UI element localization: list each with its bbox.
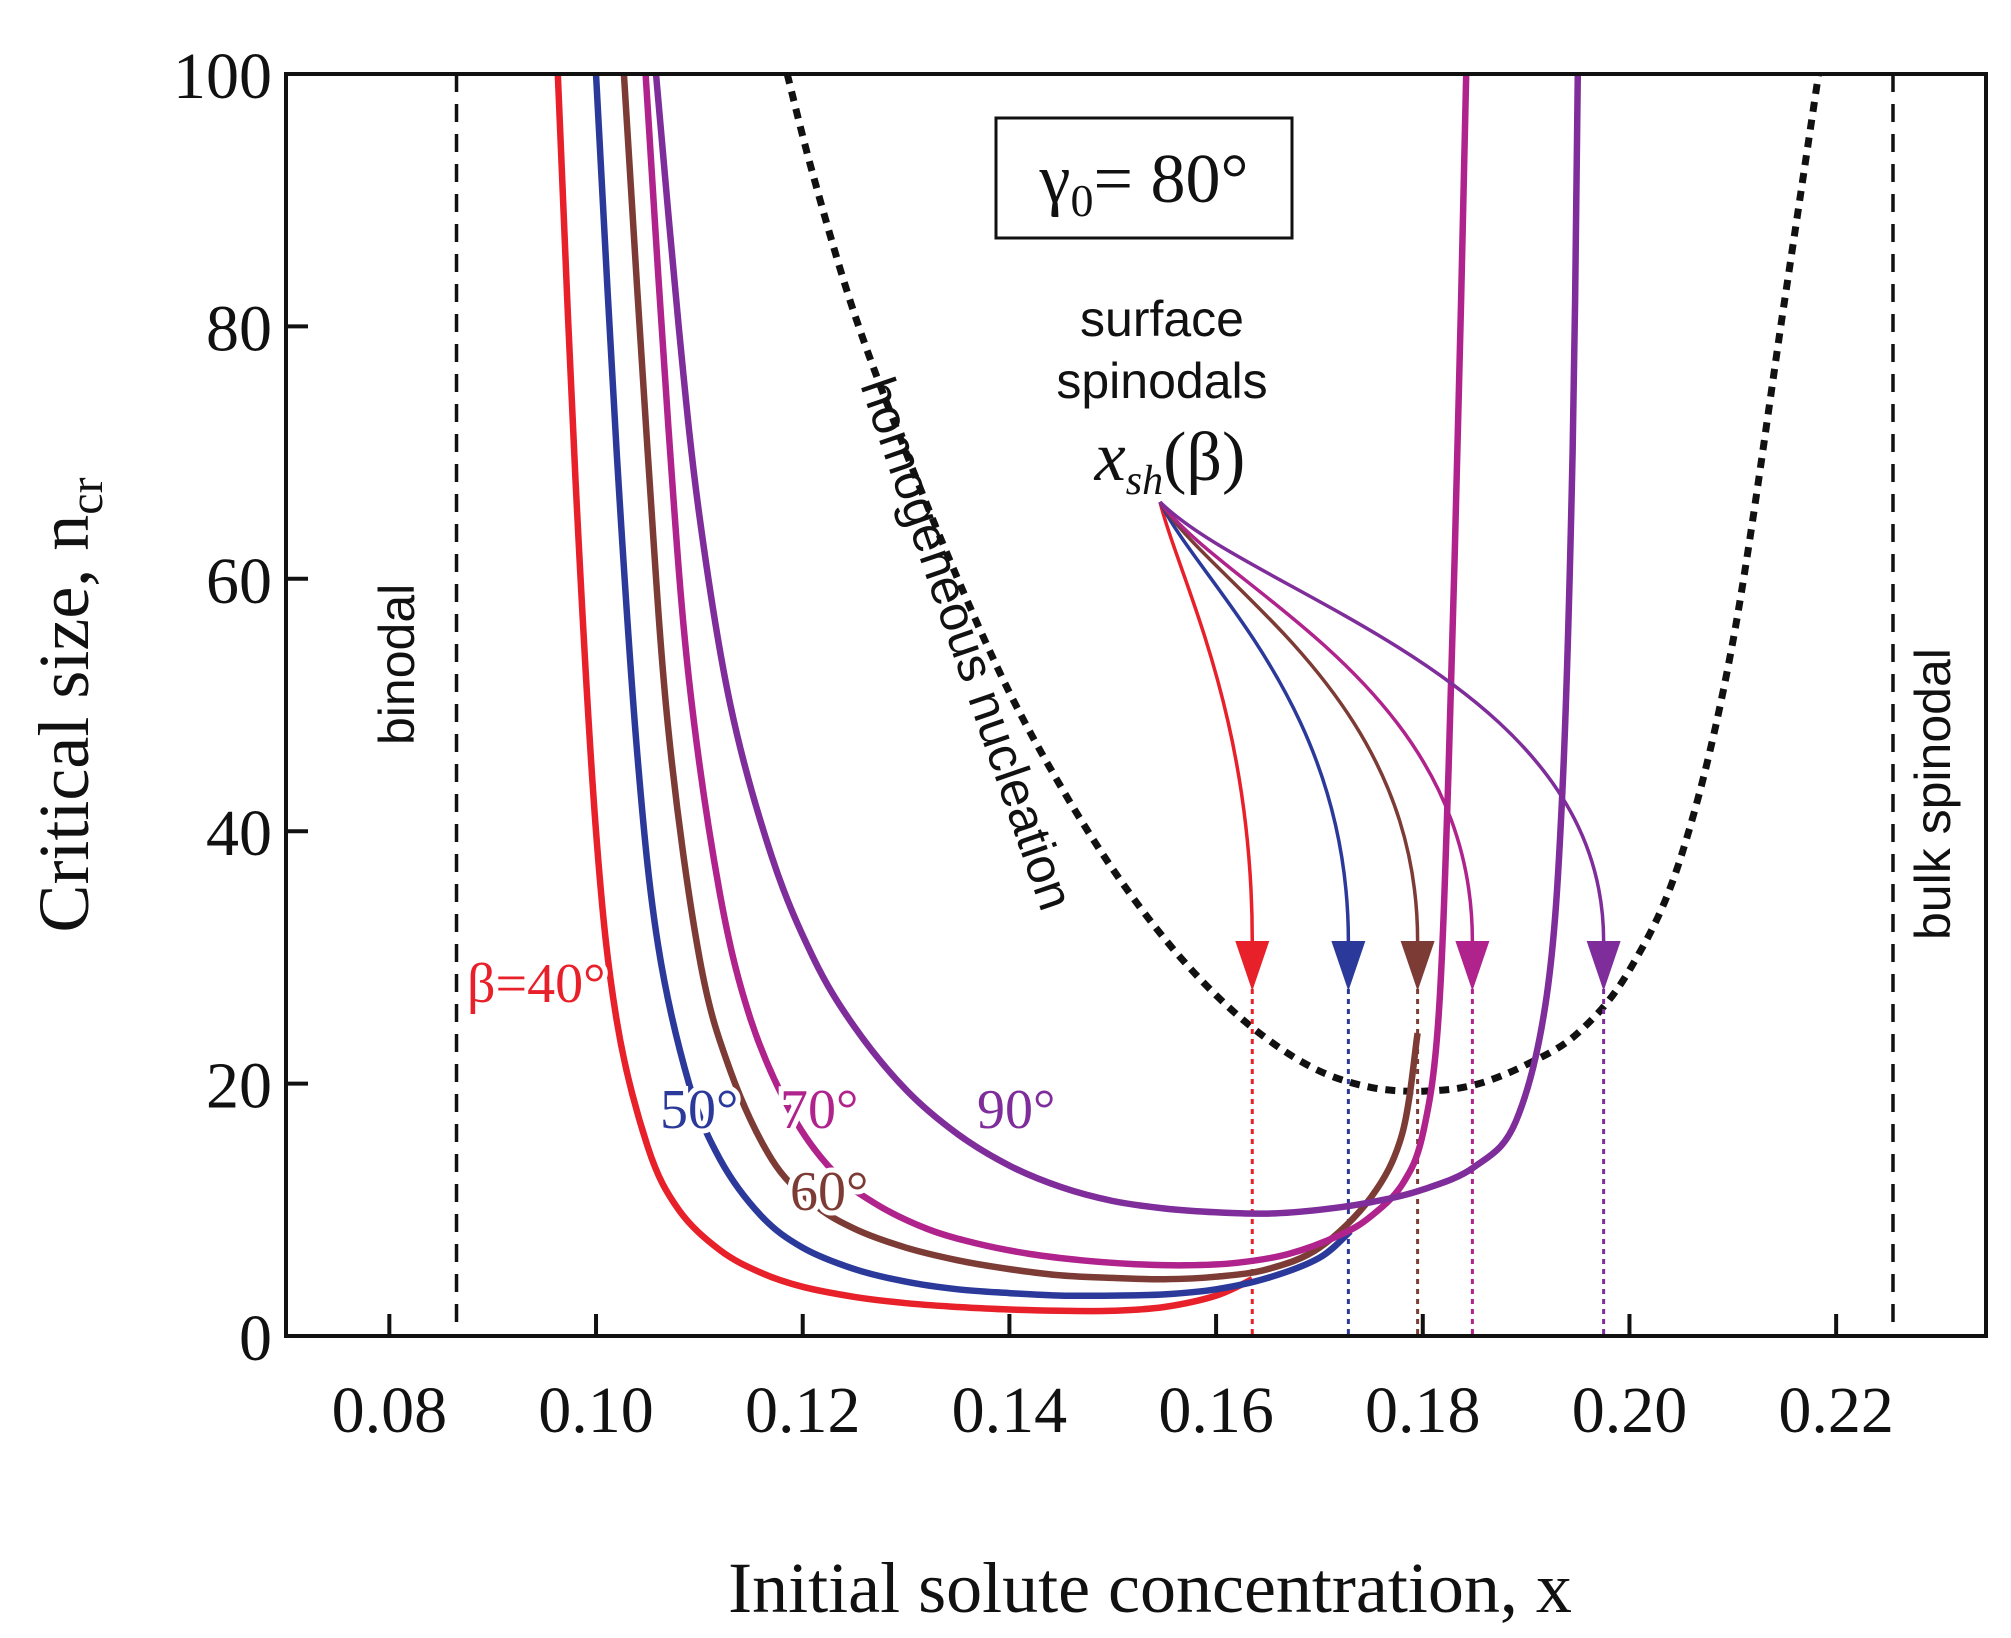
gamma-value: = 80° (1093, 141, 1248, 218)
series-curve-5 (652, 74, 1582, 1217)
series-label-5: 90° (977, 1079, 1055, 1141)
spinodal-arrowhead (1235, 940, 1270, 991)
gamma-subscript: 0 (1070, 175, 1093, 226)
y-axis-title-main: Critical size, n (24, 515, 104, 933)
y-tick-label: 60 (206, 545, 272, 618)
x-tick-label: 0.08 (332, 1374, 448, 1447)
surface-spinodals-title: surface spinodals (1056, 291, 1267, 409)
homogeneous-nucleation-curve-group (783, 74, 1823, 1095)
x-axis-title: Initial solute concentration, x (728, 1548, 1572, 1628)
xsh-subscript: sh (1126, 458, 1163, 504)
xsh-arg: (β) (1163, 419, 1245, 496)
spinodal-arrowhead (1455, 940, 1490, 991)
x-tick-label: 0.16 (1158, 1374, 1274, 1447)
series-label-3: 60° (790, 1161, 868, 1223)
y-axis-title-subscript: cr (60, 477, 113, 514)
gamma-box (994, 116, 1294, 240)
x-tick-label: 0.18 (1365, 1374, 1481, 1447)
homogeneous-nucleation-curve (783, 74, 1823, 1095)
spinodal-arrow-line (1158, 501, 1255, 941)
plot-frame (284, 72, 1988, 1338)
gamma-label: γ0= 80° (1039, 141, 1249, 226)
x-tick-label: 0.14 (952, 1374, 1068, 1447)
surface-spinodals-word1: surface (1080, 291, 1244, 347)
homogeneous-nucleation-label: homogeneous nucleation (850, 370, 1085, 917)
series-label-1: β=40° (467, 953, 605, 1015)
y-tick-label: 20 (206, 1050, 272, 1123)
y-tick-label: 0 (239, 1302, 272, 1375)
series-labels: β=40° 50° 60° 70° 90° (462, 948, 1060, 1228)
series-curve-4 (642, 74, 1470, 1269)
spinodal-arrow-line (1158, 500, 1475, 941)
series-curve-2 (592, 74, 1353, 1300)
y-axis-title: Critical size, ncr (24, 477, 113, 932)
axis-ticks: 0.08 0.10 0.12 0.14 0.16 0.18 0.20 0.22 0 20 40 60 8… (173, 40, 1894, 1447)
surface-spinodal-drop-lines (1250, 988, 1606, 1336)
surface-spinodal-arrows (1158, 500, 1621, 991)
surface-spinodals-symbol: xsh(β) (1094, 419, 1246, 504)
y-tick-label: 100 (173, 40, 272, 113)
y-tick-label: 80 (206, 292, 272, 365)
spinodal-arrowhead (1400, 940, 1435, 991)
x-tick-label: 0.12 (745, 1374, 861, 1447)
y-tick-label: 40 (206, 797, 272, 870)
spinodal-arrow-line (1158, 501, 1351, 941)
xsh-x: x (1094, 419, 1126, 496)
x-tick-label: 0.10 (538, 1374, 654, 1447)
spinodal-arrow-line (1158, 500, 1606, 941)
beta-series-curves (554, 74, 1582, 1315)
series-label-2: 50° (660, 1079, 738, 1141)
gamma-symbol: γ (1039, 141, 1071, 218)
x-tick-label: 0.20 (1572, 1374, 1688, 1447)
series-curve-3 (620, 74, 1421, 1283)
x-tick-label: 0.22 (1778, 1374, 1894, 1447)
spinodal-arrowhead (1331, 940, 1366, 991)
series-curve-1 (554, 74, 1254, 1315)
spinodal-arrowhead (1586, 940, 1621, 991)
spinodal-arrow-line (1158, 501, 1420, 941)
surface-spinodals-word2: spinodals (1056, 353, 1267, 409)
series-label-4: 70° (780, 1079, 858, 1141)
reference-lines (454, 74, 1895, 1336)
bulk-spinodal-label: bulk spinodal (1905, 648, 1961, 940)
binodal-label: binodal (369, 584, 425, 745)
